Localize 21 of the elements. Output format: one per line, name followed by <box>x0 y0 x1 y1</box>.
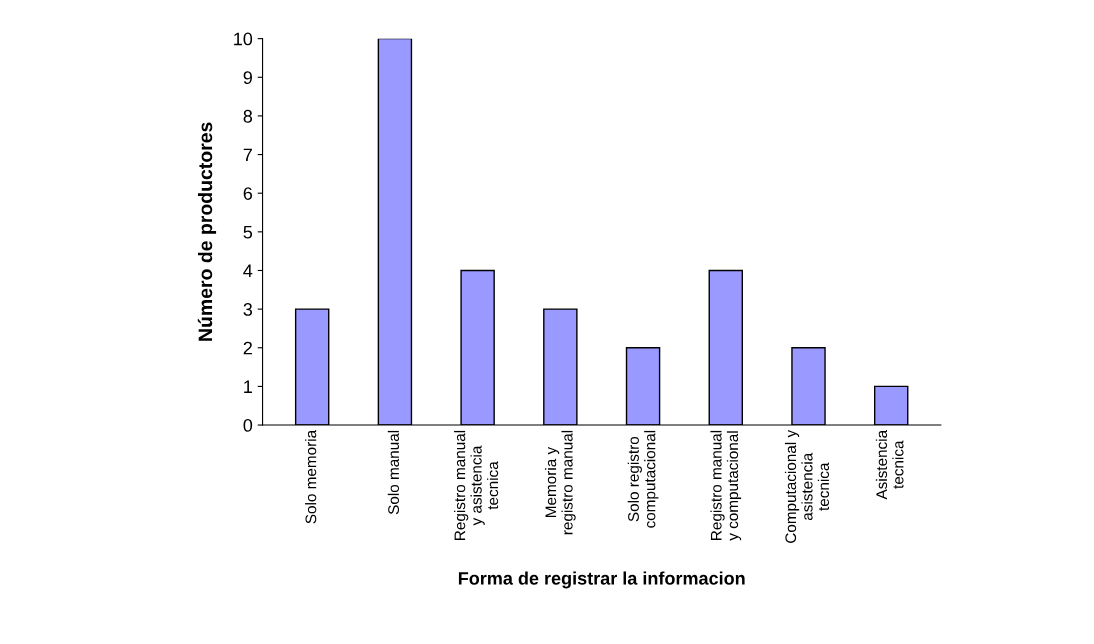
y-tick-label: 10 <box>234 32 253 46</box>
y-tick-label: 0 <box>243 418 253 432</box>
y-tick-label: 1 <box>244 380 252 393</box>
y-tick-label: 3 <box>243 303 253 316</box>
x-tick-label: Memoria y registro manual <box>544 430 576 535</box>
y-tick-label: 4 <box>243 264 253 278</box>
y-tick-label: 8 <box>243 109 253 123</box>
x-tick-label: Registro manual y asistencia tecnica <box>454 430 499 540</box>
x-tick-label: Asistencia tecnica <box>875 429 904 500</box>
y-tick-label: 9 <box>243 71 252 84</box>
y-tick-label: 6 <box>243 187 253 200</box>
x-tick-label: Solo registro computacional <box>627 430 659 528</box>
y-tick-label: 7 <box>243 148 252 162</box>
x-tick-label: Registro manual y computacional <box>710 430 742 541</box>
y-axis-title: Número de productores <box>197 122 217 341</box>
y-tick-label: 5 <box>243 225 253 239</box>
y-tick-label: 2 <box>243 341 252 355</box>
x-tick-label: Computacional y asistencia tecnica <box>784 429 830 543</box>
x-tick-label: Solo manual <box>387 430 400 515</box>
x-axis-title: Forma de registrar la informacion <box>458 571 745 589</box>
x-tick-label: Solo memoria <box>305 429 317 524</box>
